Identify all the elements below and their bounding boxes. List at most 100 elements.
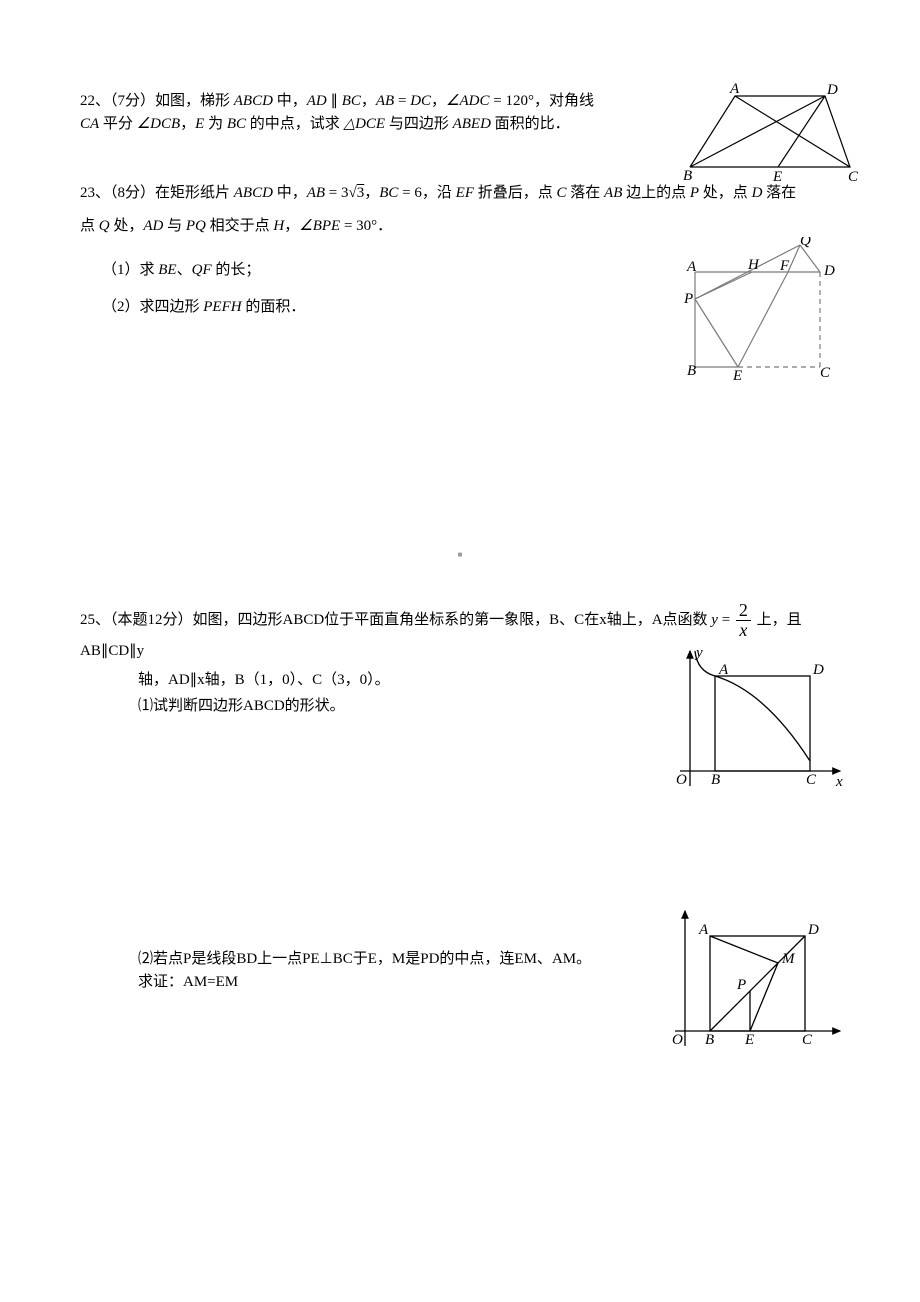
q23-t6: 落在 [762,185,796,201]
q25f1-A: A [718,662,729,678]
q22-c2: ， [431,93,446,109]
q22-c1: ， [361,93,376,109]
q25f2-B: B [705,1032,714,1048]
q23-fig-C: C [820,365,831,381]
q22-par: ∥ [327,93,342,109]
q25f1-y: y [694,645,703,661]
q23-s1a: （1）求 [102,262,158,278]
q23-v1-pre: 3 [341,185,349,201]
q25-eq: = [718,612,734,628]
page-marker: ■ [80,549,840,561]
q23-s1b: 、 [177,262,192,278]
q22-l2f: 与四边形 [385,116,453,132]
q22-l2e: 的中点，试求 [246,116,344,132]
q22-t2: ，对角线 [534,93,594,109]
q23-c1: ， [364,185,379,201]
q23-t4: 边上的点 [622,185,690,201]
q23-fig-E: E [732,368,742,384]
q25f1-B: B [711,772,720,788]
q22-ang2: ∠DCB [137,116,180,132]
q22-label: 22、（7分）如图，梯形 [80,93,234,109]
q23-v1: 3√3 [341,185,364,201]
q23-v2: = 6 [398,185,421,201]
q25-label: 25、（本题12分）如图，四边形ABCD位于平面直角坐标系的第一象限，B、C在x… [80,612,711,628]
q25-den: x [736,621,751,640]
q23-abcd: ABCD [234,185,273,201]
q23-fig-B: B [687,363,696,379]
q22-tri: △DCE [344,116,386,132]
q23-l2d: 相交于点 [206,218,274,234]
q23-eq: = [325,185,341,201]
q25-frac: 2x [734,601,753,640]
q22-fig-A: A [729,82,740,97]
q22-l2d: 为 [204,116,227,132]
q22-deg: = 120° [490,93,534,109]
q23-ab: AB [307,185,325,201]
q25f1-x: x [835,774,843,790]
q22-text: 22、（7分）如图，梯形 ABCD 中，AD ∥ BC，AB = DC，∠ADC… [80,90,650,137]
q25f1-O: O [676,772,687,788]
q23-t5: 处，点 [699,185,752,201]
q22-ab: AB [376,93,394,109]
q25f1-D: D [812,662,824,678]
q23-l2a: 点 [80,218,99,234]
q22-dc: DC [410,93,431,109]
q23-fig-D: D [823,263,835,279]
q23-label: 23、（8分）在矩形纸片 [80,185,234,201]
q25-figure-1: O A D B C x y [660,641,850,801]
q22-l2g: 面积的比． [491,116,570,132]
q22-ad: AD [307,93,327,109]
q22-bc: BC [342,93,361,109]
q25f2-A: A [698,922,709,938]
q23-fig-F: F [779,258,790,274]
q23-fig-Q: Q [800,237,811,249]
q22-l2b: 平分 [99,116,137,132]
q23-period: ． [377,218,392,234]
q25-y: y [711,612,718,628]
q23-be: BE [158,262,176,278]
q23-bc: BC [379,185,398,201]
q23-fig-H: H [747,257,760,273]
q23-fig-A: A [686,259,697,275]
q23-t2: 折叠后，点 [474,185,557,201]
q23-qf: QF [192,262,212,278]
q23-P: P [690,185,699,201]
q23-t3: 落在 [567,185,605,201]
q22-eq: = [394,93,410,109]
q25f2-M: M [781,951,796,967]
q22-angle: ∠ADC [446,93,489,109]
q23-C: C [557,185,567,201]
q25f2-D: D [807,922,819,938]
q23-ab2: AB [604,185,622,201]
q25f2-O: O [672,1032,683,1048]
q22-bc2: BC [227,116,246,132]
q25-s2a: ⑵若点P是线段BD上一点PE⊥BC于E，M是PD的中点，连EM、AM。 [138,951,591,967]
q22-l2c: ， [180,116,195,132]
q22-t1: 中， [273,93,307,109]
q22-abcd: ABCD [234,93,273,109]
q23-l2e: ， [284,218,299,234]
q25f1-C: C [806,772,817,788]
q22-fig-D: D [826,82,838,98]
q25f2-C: C [802,1032,813,1048]
q23-ad: AD [143,218,163,234]
q23-s2a: （2）求四边形 [102,299,203,315]
q23-figure: A D B C P H F Q E [680,237,850,387]
q23-Q: Q [99,218,110,234]
problem-22: 22、（7分）如图，梯形 ABCD 中，AD ∥ BC，AB = DC，∠ADC… [80,90,840,137]
q22-figure: A D B C E [680,82,860,182]
q25-num: 2 [736,601,751,621]
problem-25: 25、（本题12分）如图，四边形ABCD位于平面直角坐标系的第一象限，B、C在x… [80,601,840,994]
q22-abed: ABED [453,116,491,132]
q22-ca: CA [80,116,99,132]
problem-23: 23、（8分）在矩形纸片 ABCD 中，AB = 3√3，BC = 6，沿 EF… [80,177,840,320]
q22-fig-C: C [848,169,859,182]
q25f2-P: P [736,977,746,993]
q23-pefh: PEFH [203,299,241,315]
page-marker-dot: ■ [458,550,463,559]
q23-fig-P: P [683,291,693,307]
q23-l2c: 与 [163,218,186,234]
q23-t1: 中， [273,185,307,201]
q23-s1c: 的长； [212,262,261,278]
q25f2-E: E [744,1032,754,1048]
